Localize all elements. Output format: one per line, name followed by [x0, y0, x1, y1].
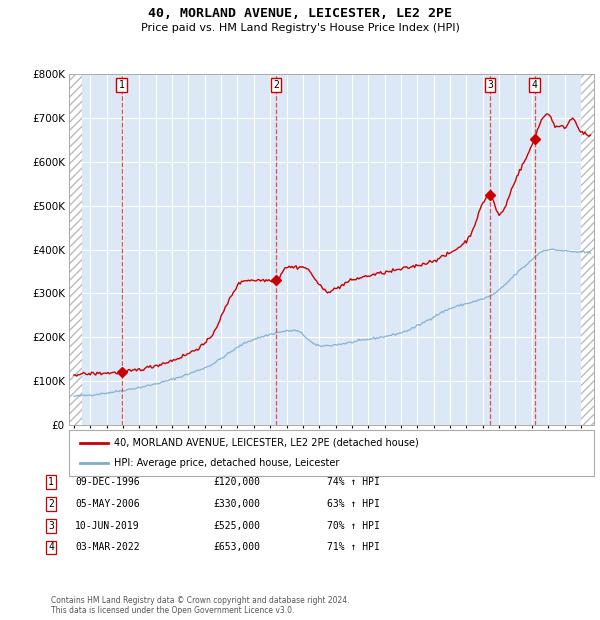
Bar	[69, 74, 82, 425]
Text: 3: 3	[487, 80, 493, 90]
Text: £120,000: £120,000	[213, 477, 260, 487]
Text: 09-DEC-1996: 09-DEC-1996	[75, 477, 140, 487]
Text: 03-MAR-2022: 03-MAR-2022	[75, 542, 140, 552]
Text: 63% ↑ HPI: 63% ↑ HPI	[327, 499, 380, 509]
Text: 70% ↑ HPI: 70% ↑ HPI	[327, 521, 380, 531]
Text: Contains HM Land Registry data © Crown copyright and database right 2024.
This d: Contains HM Land Registry data © Crown c…	[51, 596, 349, 615]
Text: HPI: Average price, detached house, Leicester: HPI: Average price, detached house, Leic…	[113, 458, 339, 468]
Text: 4: 4	[532, 80, 538, 90]
Text: 2: 2	[273, 80, 279, 90]
Text: 1: 1	[48, 477, 54, 487]
Text: Price paid vs. HM Land Registry's House Price Index (HPI): Price paid vs. HM Land Registry's House …	[140, 23, 460, 33]
Text: 71% ↑ HPI: 71% ↑ HPI	[327, 542, 380, 552]
Text: 10-JUN-2019: 10-JUN-2019	[75, 521, 140, 531]
Text: 2: 2	[48, 499, 54, 509]
Text: £653,000: £653,000	[213, 542, 260, 552]
Text: 74% ↑ HPI: 74% ↑ HPI	[327, 477, 380, 487]
Text: £525,000: £525,000	[213, 521, 260, 531]
Text: 40, MORLAND AVENUE, LEICESTER, LE2 2PE (detached house): 40, MORLAND AVENUE, LEICESTER, LE2 2PE (…	[113, 438, 418, 448]
Text: 1: 1	[119, 80, 125, 90]
Bar	[581, 74, 594, 425]
Text: 4: 4	[48, 542, 54, 552]
Text: 05-MAY-2006: 05-MAY-2006	[75, 499, 140, 509]
Text: 40, MORLAND AVENUE, LEICESTER, LE2 2PE: 40, MORLAND AVENUE, LEICESTER, LE2 2PE	[148, 7, 452, 20]
Text: 3: 3	[48, 521, 54, 531]
Text: £330,000: £330,000	[213, 499, 260, 509]
